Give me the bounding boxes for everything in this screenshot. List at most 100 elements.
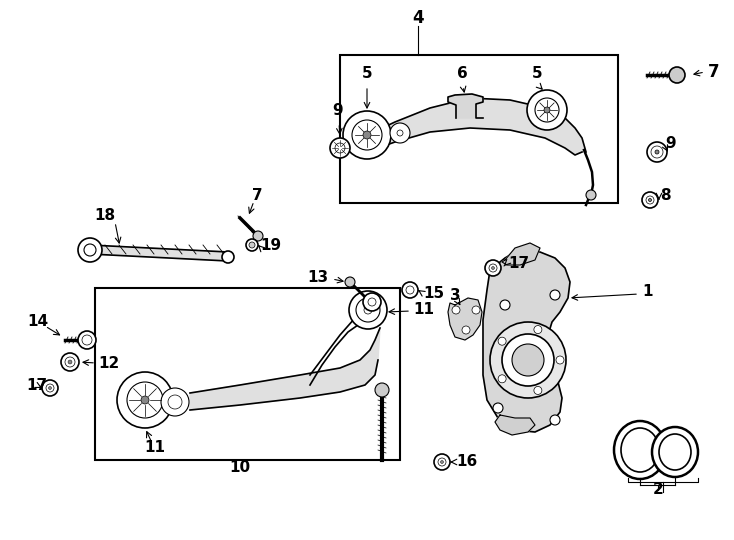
- Circle shape: [502, 334, 554, 386]
- Polygon shape: [448, 298, 482, 340]
- Circle shape: [550, 290, 560, 300]
- Circle shape: [527, 90, 567, 130]
- Circle shape: [363, 293, 381, 311]
- Circle shape: [345, 277, 355, 287]
- Circle shape: [368, 298, 376, 306]
- Polygon shape: [495, 415, 535, 435]
- Circle shape: [655, 150, 659, 154]
- Circle shape: [535, 98, 559, 122]
- Circle shape: [343, 111, 391, 159]
- Text: 4: 4: [413, 9, 424, 27]
- Circle shape: [544, 107, 550, 113]
- Circle shape: [61, 353, 79, 371]
- Circle shape: [440, 461, 443, 463]
- Circle shape: [462, 326, 470, 334]
- Circle shape: [402, 282, 418, 298]
- Circle shape: [642, 192, 658, 208]
- Circle shape: [249, 242, 255, 248]
- Text: 18: 18: [95, 207, 115, 222]
- Ellipse shape: [621, 428, 659, 472]
- Circle shape: [349, 291, 387, 329]
- Circle shape: [127, 382, 163, 418]
- Circle shape: [46, 384, 54, 392]
- Circle shape: [161, 388, 189, 416]
- Circle shape: [78, 238, 102, 262]
- Circle shape: [498, 375, 506, 383]
- Text: 5: 5: [531, 66, 542, 81]
- Ellipse shape: [659, 434, 691, 470]
- Circle shape: [390, 123, 410, 143]
- Text: 13: 13: [307, 271, 328, 286]
- Text: 5: 5: [362, 66, 372, 81]
- Circle shape: [492, 267, 495, 269]
- Circle shape: [586, 190, 596, 200]
- Circle shape: [498, 337, 506, 345]
- Circle shape: [42, 380, 58, 396]
- Polygon shape: [378, 98, 586, 155]
- Circle shape: [82, 335, 92, 345]
- Circle shape: [117, 372, 173, 428]
- Circle shape: [452, 306, 460, 314]
- Circle shape: [356, 298, 380, 322]
- Polygon shape: [483, 250, 570, 432]
- Polygon shape: [502, 243, 540, 265]
- Circle shape: [649, 199, 652, 201]
- Text: 12: 12: [98, 355, 119, 370]
- Text: 9: 9: [333, 103, 344, 118]
- Polygon shape: [90, 245, 228, 261]
- Circle shape: [78, 331, 96, 349]
- Polygon shape: [448, 94, 483, 118]
- Circle shape: [65, 357, 75, 367]
- Circle shape: [335, 143, 345, 153]
- Text: 17: 17: [26, 377, 48, 393]
- Text: 6: 6: [457, 66, 468, 81]
- Text: 10: 10: [230, 461, 250, 476]
- Circle shape: [84, 244, 96, 256]
- Circle shape: [48, 387, 51, 389]
- Text: 7: 7: [252, 188, 263, 204]
- Text: 8: 8: [660, 188, 671, 204]
- Circle shape: [669, 67, 685, 83]
- Circle shape: [141, 396, 149, 404]
- Circle shape: [493, 403, 503, 413]
- Text: 11: 11: [145, 441, 165, 456]
- Circle shape: [330, 138, 350, 158]
- Text: 11: 11: [413, 302, 434, 318]
- Text: 2: 2: [653, 483, 664, 497]
- Circle shape: [651, 146, 663, 158]
- Circle shape: [406, 286, 414, 294]
- Circle shape: [352, 120, 382, 150]
- Text: 16: 16: [456, 455, 477, 469]
- Text: 9: 9: [665, 136, 675, 151]
- Text: 1: 1: [642, 285, 653, 300]
- Circle shape: [363, 131, 371, 139]
- Circle shape: [434, 454, 450, 470]
- Circle shape: [364, 306, 372, 314]
- Circle shape: [246, 239, 258, 251]
- Circle shape: [253, 231, 263, 241]
- Ellipse shape: [652, 427, 698, 477]
- Circle shape: [438, 458, 446, 466]
- Circle shape: [397, 130, 403, 136]
- Text: 19: 19: [260, 239, 281, 253]
- Circle shape: [472, 306, 480, 314]
- Ellipse shape: [614, 421, 666, 479]
- Circle shape: [512, 344, 544, 376]
- Circle shape: [485, 260, 501, 276]
- Circle shape: [500, 300, 510, 310]
- Bar: [95, 288, 400, 460]
- Circle shape: [489, 264, 497, 272]
- Circle shape: [534, 326, 542, 334]
- Text: 3: 3: [450, 287, 460, 302]
- Text: 7: 7: [708, 63, 719, 81]
- Circle shape: [375, 383, 389, 397]
- Polygon shape: [190, 328, 380, 410]
- Circle shape: [68, 360, 72, 364]
- Circle shape: [168, 395, 182, 409]
- Bar: [340, 55, 618, 203]
- Text: 17: 17: [508, 255, 529, 271]
- Circle shape: [556, 356, 564, 364]
- Text: 14: 14: [27, 314, 48, 329]
- Circle shape: [490, 322, 566, 398]
- Circle shape: [550, 415, 560, 425]
